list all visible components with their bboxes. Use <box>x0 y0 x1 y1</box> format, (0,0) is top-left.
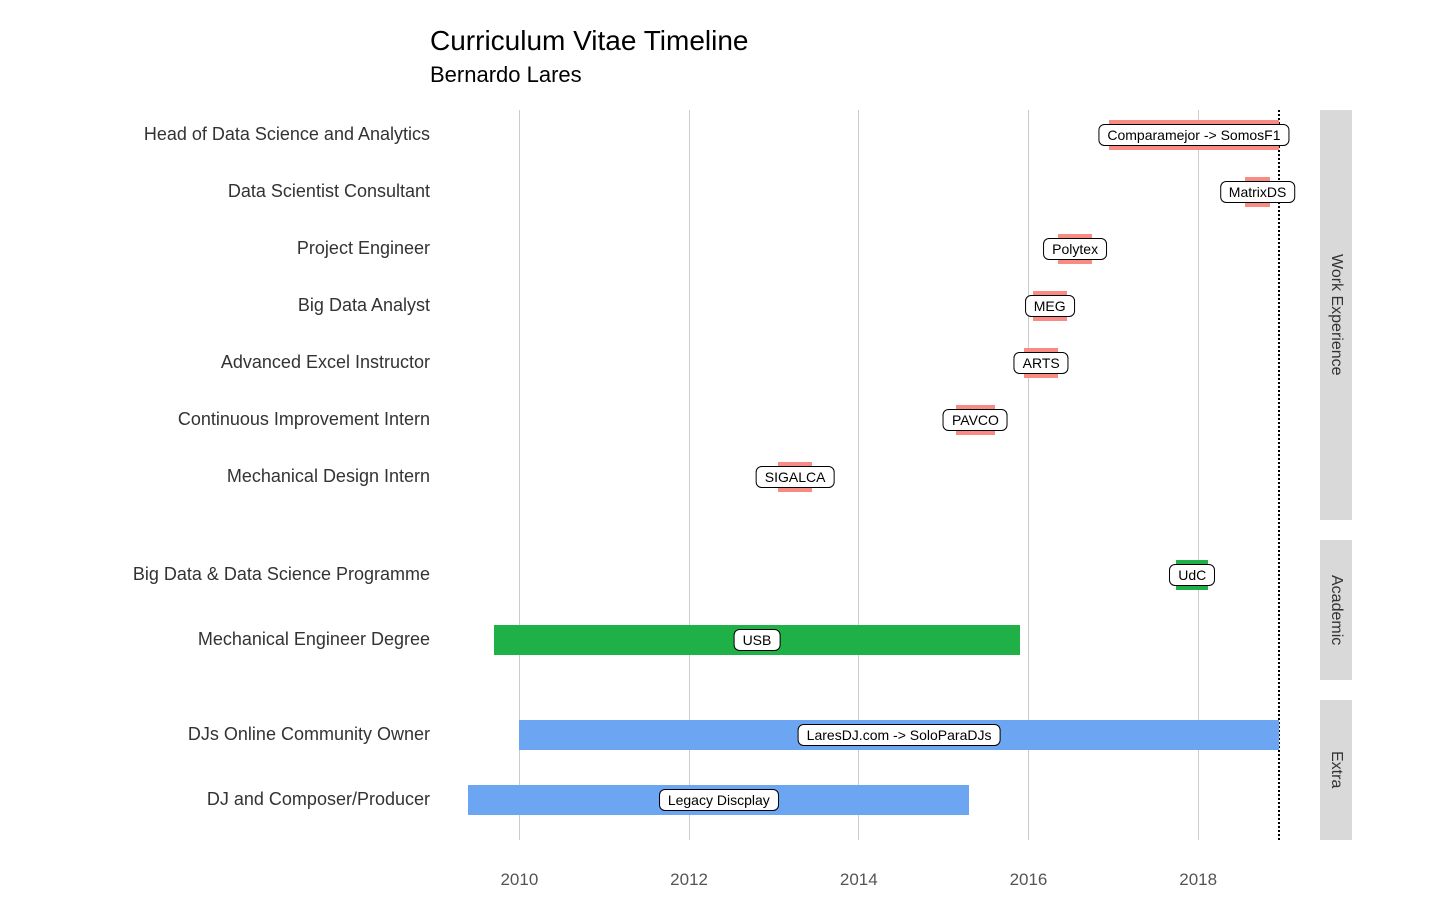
facet-label: Academic <box>1327 575 1345 645</box>
row-label: Mechanical Engineer Degree <box>0 629 430 650</box>
bar-pill-label: LaresDJ.com -> SoloParaDJs <box>798 724 1001 746</box>
row-label: Data Scientist Consultant <box>0 181 430 202</box>
bar-pill-label: SIGALCA <box>756 466 835 488</box>
row-label: Big Data & Data Science Programme <box>0 564 430 585</box>
facet-strip: Work Experience <box>1320 110 1352 520</box>
chart-title: Curriculum Vitae Timeline <box>430 25 749 57</box>
cv-timeline-chart: Curriculum Vitae Timeline Bernardo Lares… <box>0 0 1446 910</box>
row-label: Head of Data Science and Analytics <box>0 124 430 145</box>
bar-pill-label: Legacy Discplay <box>659 789 779 811</box>
row-label: Big Data Analyst <box>0 295 430 316</box>
bar-pill-label: Polytex <box>1043 238 1107 260</box>
x-tick-label: 2014 <box>840 870 878 890</box>
row-label: DJ and Composer/Producer <box>0 789 430 810</box>
bar-pill-label: PAVCO <box>943 409 1008 431</box>
row-label: Continuous Improvement Intern <box>0 409 430 430</box>
row-label: Project Engineer <box>0 238 430 259</box>
x-tick-label: 2018 <box>1179 870 1217 890</box>
bar-pill-label: USB <box>734 629 781 651</box>
bar-pill-label: Comparamejor -> SomosF1 <box>1098 124 1289 146</box>
row-label: DJs Online Community Owner <box>0 724 430 745</box>
x-tick-label: 2012 <box>670 870 708 890</box>
facet-label: Extra <box>1327 751 1345 788</box>
chart-subtitle: Bernardo Lares <box>430 62 582 88</box>
row-label: Mechanical Design Intern <box>0 466 430 487</box>
row-label: Advanced Excel Instructor <box>0 352 430 373</box>
bar-pill-label: MatrixDS <box>1220 181 1296 203</box>
bar-pill-label: ARTS <box>1014 352 1069 374</box>
bar-pill-label: UdC <box>1169 564 1215 586</box>
x-tick-label: 2016 <box>1010 870 1048 890</box>
facet-strip: Academic <box>1320 540 1352 680</box>
bar-pill-label: MEG <box>1025 295 1075 317</box>
facet-label: Work Experience <box>1327 254 1345 376</box>
x-tick-label: 2010 <box>500 870 538 890</box>
facet-strip: Extra <box>1320 700 1352 840</box>
